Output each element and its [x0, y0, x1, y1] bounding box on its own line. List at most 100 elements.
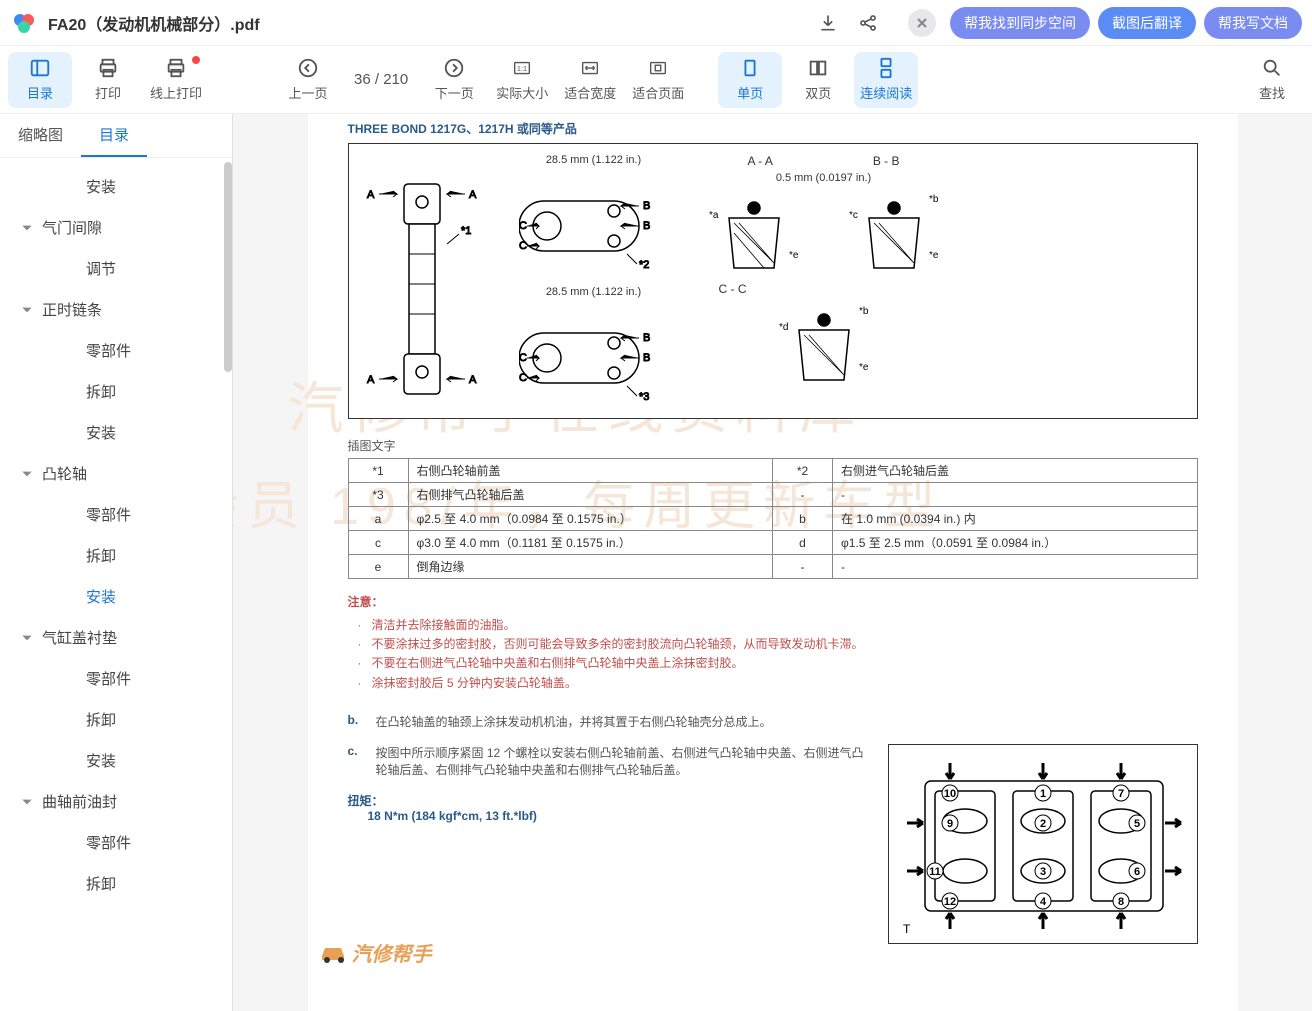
- online-print-button[interactable]: 线上打印: [144, 52, 208, 108]
- fit-page-button[interactable]: 适合页面: [626, 52, 690, 108]
- actual-size-icon: 1:1: [511, 57, 533, 79]
- pill-write-doc[interactable]: 帮我写文档: [1204, 7, 1302, 39]
- toc-item-label: 拆卸: [86, 709, 116, 730]
- legend-caption: 插图文字: [348, 437, 1198, 454]
- svg-text:1: 1: [1039, 788, 1045, 800]
- svg-text:*e: *e: [929, 250, 939, 261]
- svg-text:2: 2: [1039, 818, 1045, 830]
- download-icon[interactable]: [818, 13, 838, 33]
- svg-text:*a: *a: [709, 210, 719, 221]
- toc-item[interactable]: 曲轴前油封: [0, 781, 232, 822]
- toc-item[interactable]: 拆卸: [0, 863, 232, 904]
- toc-item-label: 凸轮轴: [42, 463, 87, 484]
- toc-item-label: 零部件: [86, 340, 131, 361]
- note-title: 注意：: [348, 593, 1198, 610]
- app-logo-icon: [10, 9, 38, 37]
- pill-sync-space[interactable]: 帮我找到同步空间: [950, 7, 1090, 39]
- toc-item[interactable]: 安装: [0, 412, 232, 453]
- svg-text:A: A: [367, 189, 375, 201]
- table-row: *3右侧排气凸轮轴后盖--: [348, 483, 1197, 507]
- continuous-button[interactable]: 连续阅读: [854, 52, 918, 108]
- svg-text:3: 3: [1039, 866, 1045, 878]
- toc-item[interactable]: 凸轮轴: [0, 453, 232, 494]
- toc-item[interactable]: 零部件: [0, 658, 232, 699]
- single-page-button[interactable]: 单页: [718, 52, 782, 108]
- outline-icon: [29, 57, 51, 79]
- svg-text:B: B: [643, 220, 650, 232]
- svg-text:4: 4: [1039, 896, 1046, 908]
- svg-text:*d: *d: [779, 322, 788, 333]
- tab-outline[interactable]: 目录: [81, 114, 147, 157]
- continuous-icon: [875, 57, 897, 79]
- step-c: c. 按图中所示顺序紧固 12 个螺栓以安装右侧凸轮轴前盖、右侧进气凸轮轴中央盖…: [348, 744, 874, 778]
- note-item: 清洁并去除接触面的油脂。: [372, 616, 1198, 635]
- svg-text:A: A: [469, 189, 477, 201]
- chevron-down-icon: [20, 795, 34, 809]
- brand-watermark: 汽修帮手: [318, 938, 1168, 967]
- toc-item-label: 调节: [86, 258, 116, 279]
- legend-table: *1右侧凸轮轴前盖*2右侧进气凸轮轴后盖*3右侧排气凸轮轴后盖--aφ2.5 至…: [348, 458, 1198, 579]
- toc-item[interactable]: 零部件: [0, 330, 232, 371]
- fit-width-button[interactable]: 适合宽度: [558, 52, 622, 108]
- toc-item[interactable]: 拆卸: [0, 699, 232, 740]
- toc-item[interactable]: 安装: [0, 576, 232, 617]
- toc-item[interactable]: 拆卸: [0, 535, 232, 576]
- toc-item-label: 安装: [86, 750, 116, 771]
- outline-tree[interactable]: 安装气门间隙调节正时链条零部件拆卸安装凸轮轴零部件拆卸安装气缸盖衬垫零部件拆卸安…: [0, 158, 232, 1011]
- bolt-sequence-diagram: 101279511361248 T: [888, 744, 1198, 944]
- toc-item[interactable]: 安装: [0, 166, 232, 207]
- svg-text:*2: *2: [639, 259, 649, 271]
- svg-text:B: B: [643, 200, 650, 212]
- toc-item[interactable]: 气门间隙: [0, 207, 232, 248]
- pill-translate[interactable]: 截图后翻译: [1098, 7, 1196, 39]
- print-button[interactable]: 打印: [76, 52, 140, 108]
- toc-item[interactable]: 调节: [0, 248, 232, 289]
- svg-text:*b: *b: [859, 306, 869, 317]
- toc-item[interactable]: 安装: [0, 740, 232, 781]
- toc-item[interactable]: 气缸盖衬垫: [0, 617, 232, 658]
- toc-item-label: 拆卸: [86, 545, 116, 566]
- close-pills-button[interactable]: [908, 9, 936, 37]
- share-icon[interactable]: [858, 13, 878, 33]
- svg-text:6: 6: [1133, 866, 1139, 878]
- table-row: cφ3.0 至 4.0 mm（0.1181 至 0.1575 in.）dφ1.5…: [348, 531, 1197, 555]
- next-page-button[interactable]: 下一页: [422, 52, 486, 108]
- arrow-right-icon: [443, 57, 465, 79]
- double-page-icon: [807, 57, 829, 79]
- toc-item[interactable]: 零部件: [0, 822, 232, 863]
- cloud-print-icon: [165, 57, 187, 79]
- svg-text:B: B: [643, 332, 650, 344]
- svg-text:7: 7: [1117, 788, 1123, 800]
- search-button[interactable]: 查找: [1240, 52, 1304, 108]
- svg-text:*e: *e: [859, 362, 869, 373]
- svg-text:1:1: 1:1: [517, 64, 527, 73]
- actual-size-button[interactable]: 1:1 实际大小: [490, 52, 554, 108]
- print-icon: [97, 57, 119, 79]
- torque-value: 18 N*m (184 kgf*cm, 13 ft.*lbf): [348, 809, 874, 823]
- svg-text:C: C: [519, 352, 527, 364]
- toolbar: 目录 打印 线上打印 上一页 36 / 210 下一页 1:1 实际大小 适合宽…: [0, 46, 1312, 114]
- svg-text:T: T: [903, 922, 911, 936]
- double-page-button[interactable]: 双页: [786, 52, 850, 108]
- page-indicator[interactable]: 36 / 210: [344, 71, 418, 88]
- car-icon: [318, 940, 348, 964]
- outline-button[interactable]: 目录: [8, 52, 72, 108]
- header-bar: FA20（发动机机械部分）.pdf 帮我找到同步空间 截图后翻译 帮我写文档: [0, 0, 1312, 46]
- file-title: FA20（发动机机械部分）.pdf: [48, 11, 260, 35]
- fit-page-icon: [647, 57, 669, 79]
- table-row: e倒角边缘--: [348, 555, 1197, 579]
- toc-item[interactable]: 零部件: [0, 494, 232, 535]
- svg-text:C: C: [519, 220, 527, 232]
- sidebar-scrollbar[interactable]: [224, 162, 232, 372]
- svg-text:*c: *c: [849, 210, 858, 221]
- document-viewport[interactable]: 汽修帮手在线资料库 会员 198/年，每周更新车型 THREE BOND 121…: [233, 114, 1312, 1011]
- toc-item-label: 曲轴前油封: [42, 791, 117, 812]
- tab-thumbnails[interactable]: 缩略图: [0, 114, 81, 157]
- toc-item[interactable]: 拆卸: [0, 371, 232, 412]
- prev-page-button[interactable]: 上一页: [276, 52, 340, 108]
- notification-dot-icon: [192, 56, 200, 64]
- svg-text:B: B: [643, 352, 650, 364]
- toc-item[interactable]: 正时链条: [0, 289, 232, 330]
- sealant-diagram: A A A A *1 28.5 mm (1.122 in.): [348, 143, 1198, 419]
- note-item: 涂抹密封胶后 5 分钟内安装凸轮轴盖。: [372, 674, 1198, 693]
